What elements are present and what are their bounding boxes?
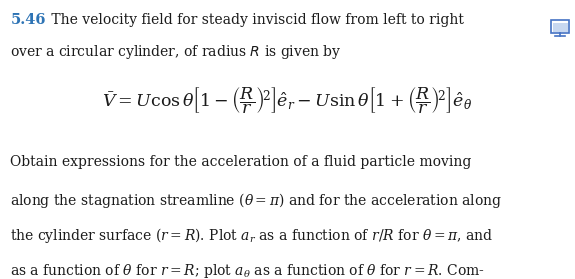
Text: The velocity field for steady inviscid flow from left to right: The velocity field for steady inviscid f… — [47, 13, 464, 27]
Text: $\bar{V} = U\cos\theta\left[1-\left(\dfrac{R}{r}\right)^{\!2}\right]\hat{e}_r - : $\bar{V} = U\cos\theta\left[1-\left(\dfr… — [102, 85, 473, 116]
FancyBboxPatch shape — [553, 23, 568, 32]
Text: as a function of $\theta$ for $r=R$; plot $a_\theta$ as a function of $\theta$ f: as a function of $\theta$ for $r=R$; plo… — [10, 262, 485, 279]
Text: Obtain expressions for the acceleration of a fluid particle moving: Obtain expressions for the acceleration … — [10, 155, 472, 169]
FancyBboxPatch shape — [551, 20, 569, 33]
Text: over a circular cylinder, of radius $\mathit{R}$ is given by: over a circular cylinder, of radius $\ma… — [10, 43, 342, 61]
Text: 5.46: 5.46 — [10, 13, 46, 27]
Text: along the stagnation streamline ($\theta=\pi$) and for the acceleration along: along the stagnation streamline ($\theta… — [10, 191, 503, 210]
Text: the cylinder surface ($r=R$). Plot $a_r$ as a function of $r/R$ for $\theta = \p: the cylinder surface ($r=R$). Plot $a_r$… — [10, 226, 493, 245]
